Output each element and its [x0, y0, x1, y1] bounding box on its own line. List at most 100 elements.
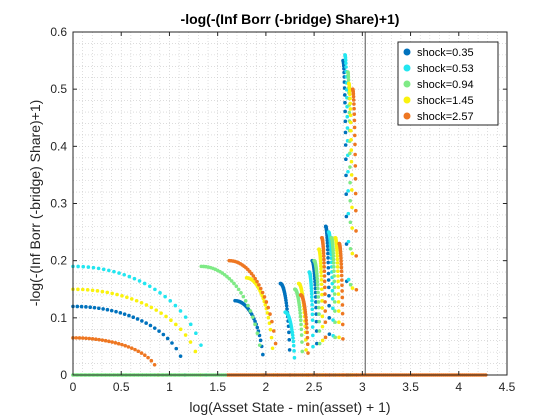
data-point-series-3	[255, 331, 260, 336]
data-point-series-2	[346, 211, 351, 216]
data-point-series-3	[243, 299, 248, 303]
data-point-series-4	[350, 226, 354, 230]
data-point-series-4	[335, 251, 339, 256]
data-point-series-2	[346, 169, 350, 174]
data-point-series-2	[330, 288, 335, 293]
axis-ticks: 0 0.5 1 1.5 2 2.5 3 3.5 4 4.5 0 0.1 0.2 0.3 0.4 0.5 0.6	[50, 25, 515, 394]
data-point-series-2	[310, 318, 315, 322]
data-point-series-4	[164, 314, 168, 319]
data-point-series-4	[336, 279, 340, 284]
data-point-series-3	[346, 75, 351, 79]
data-point-series-3	[248, 309, 253, 313]
data-point-series-4	[335, 261, 340, 265]
data-point-series-5	[304, 318, 309, 323]
data-point-series-5	[143, 353, 147, 357]
data-point-series-2	[310, 307, 315, 312]
data-point-series-3	[332, 292, 337, 296]
data-point-series-5	[146, 355, 150, 360]
data-point-series-3	[317, 329, 322, 333]
data-point-series-4	[318, 261, 323, 266]
data-point-series-1	[122, 312, 127, 316]
data-point-series-3	[347, 110, 352, 115]
data-point-series-3	[333, 335, 337, 340]
data-point-series-5	[339, 259, 343, 263]
data-point-series-5	[353, 177, 358, 181]
data-point-series-4	[304, 348, 308, 352]
data-point-series-4	[115, 292, 119, 297]
data-point-series-3	[346, 78, 351, 82]
data-point-series-4	[269, 335, 274, 340]
data-point-series-1	[88, 305, 93, 310]
data-point-series-4	[178, 327, 183, 332]
data-point-series-2	[96, 266, 101, 271]
data-point-series-1	[287, 330, 291, 335]
data-point-series-4	[169, 318, 173, 323]
data-point-series-3	[250, 315, 255, 319]
data-point-series-5	[136, 349, 141, 354]
data-point-series-4	[139, 300, 144, 305]
data-point-series-2	[86, 265, 91, 269]
data-point-series-3	[332, 265, 336, 269]
data-point-series-2	[310, 302, 314, 307]
x-tick-label: 3	[359, 380, 366, 394]
data-point-series-4	[337, 335, 341, 340]
data-point-series-5	[306, 351, 310, 355]
data-point-series-5	[351, 98, 356, 102]
data-point-series-4	[336, 269, 340, 273]
data-point-series-4	[347, 86, 352, 91]
data-point-series-5	[305, 335, 310, 340]
data-point-series-5	[304, 322, 309, 326]
legend-marker	[403, 48, 411, 56]
data-point-series-4	[154, 308, 159, 312]
legend-marker	[403, 112, 411, 120]
data-point-series-3	[317, 319, 322, 324]
data-point-series-5	[340, 322, 345, 327]
data-point-series-2	[309, 289, 314, 293]
data-point-series-3	[234, 284, 239, 289]
data-point-series-5	[253, 276, 258, 281]
data-point-series-4	[76, 287, 80, 292]
data-point-series-3	[299, 327, 304, 332]
x-tick-label: 1	[166, 380, 173, 394]
data-point-series-4	[335, 257, 340, 262]
data-point-series-1	[344, 157, 348, 162]
data-point-series-4	[129, 297, 134, 301]
data-point-series-4	[336, 285, 341, 290]
data-point-series-1	[255, 325, 260, 330]
data-point-series-4	[95, 289, 100, 293]
data-point-series-3	[332, 274, 336, 278]
data-point-series-2	[188, 322, 193, 327]
data-point-series-1	[343, 100, 347, 105]
data-point-series-2	[310, 295, 314, 299]
data-point-series-5	[340, 283, 344, 288]
data-point-series-3	[298, 308, 302, 312]
data-point-series-4	[347, 89, 352, 93]
data-point-series-3	[227, 276, 232, 281]
data-point-series-4	[149, 305, 154, 310]
data-point-series-3	[333, 320, 337, 325]
data-point-series-4	[125, 295, 129, 300]
data-point-series-1	[261, 352, 265, 357]
data-point-series-5	[305, 330, 309, 335]
data-point-series-1	[314, 312, 319, 316]
data-point-series-5	[323, 309, 328, 313]
data-point-series-2	[310, 325, 315, 329]
data-point-series-2	[178, 309, 183, 313]
data-point-series-1	[75, 304, 80, 309]
data-point-series-1	[327, 303, 331, 308]
data-point-series-2	[291, 343, 296, 348]
data-point-series-3	[316, 300, 321, 304]
data-point-series-4	[159, 311, 163, 315]
data-point-series-2	[76, 264, 80, 269]
data-point-series-4	[335, 254, 340, 258]
data-point-series-4	[336, 309, 341, 313]
data-point-series-2	[346, 239, 351, 244]
data-point-series-4	[348, 92, 352, 97]
data-point-series-4	[348, 113, 353, 118]
data-point-series-4	[349, 173, 354, 177]
data-point-series-1	[165, 336, 170, 341]
data-point-series-2	[345, 114, 350, 119]
data-point-series-5	[339, 256, 343, 261]
data-point-series-3	[348, 198, 353, 203]
data-point-series-4	[336, 292, 341, 296]
